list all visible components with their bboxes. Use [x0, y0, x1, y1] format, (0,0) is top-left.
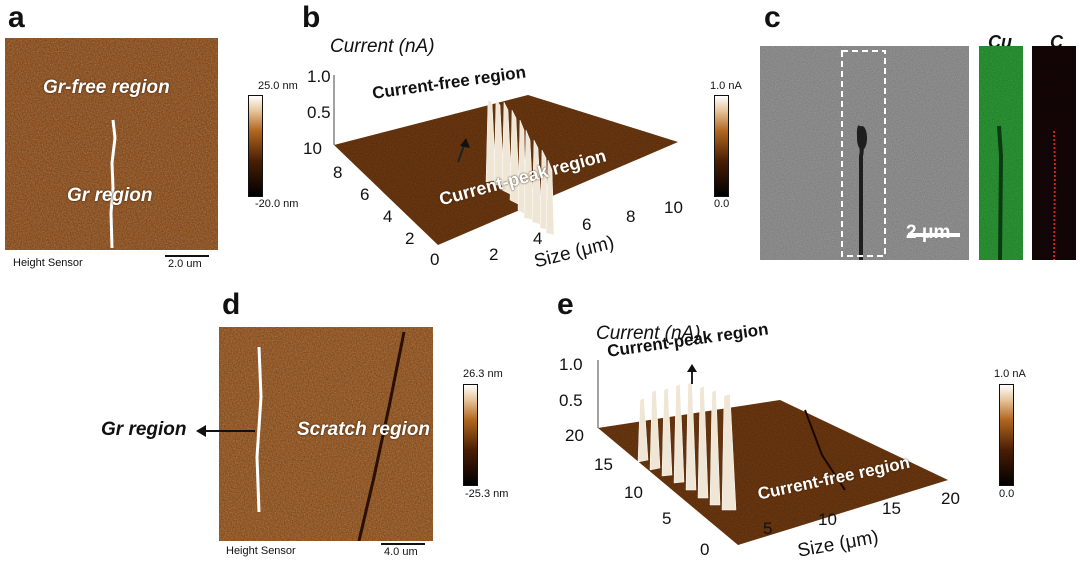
y-tick: 15	[594, 455, 613, 474]
colorbar	[248, 95, 263, 197]
y-tick: 4	[383, 207, 393, 226]
x-tick: 10	[818, 510, 837, 529]
scalebar-label: 4.0 um	[384, 546, 418, 558]
colorbar-max: 25.0 nm	[258, 80, 298, 92]
scalebar-label: 2.0 um	[168, 258, 202, 270]
z-tick-05: 0.5	[559, 391, 583, 410]
y-tick: 8	[333, 163, 343, 182]
x-tick: 6	[582, 215, 592, 234]
sem-scalebar-label: 2 μm	[906, 222, 951, 243]
panel-d-afm-image	[219, 327, 433, 541]
panel-b-label: b	[302, 1, 321, 34]
panel-a-label: a	[8, 1, 25, 34]
scratch-region-label: Scratch region	[297, 419, 431, 440]
cu-eds-map	[979, 46, 1023, 260]
x-tick: 2	[489, 245, 499, 264]
colorbar-min: -20.0 nm	[255, 198, 299, 210]
panel-a-afm-image	[5, 38, 218, 250]
colorbar	[714, 95, 729, 197]
gr-free-region-label: Gr-free region	[43, 77, 170, 98]
y-tick: 10	[303, 139, 322, 158]
colorbar-max: 1.0 nA	[710, 80, 742, 92]
x-tick: 5	[763, 519, 773, 538]
z-axis-title: Current (nA)	[330, 36, 435, 57]
scalebar-line	[381, 543, 425, 545]
z-tick-1: 1.0	[559, 355, 583, 374]
colorbar-max: 1.0 nA	[994, 368, 1026, 380]
x-tick: 4	[533, 229, 543, 248]
colorbar-max: 26.3 nm	[463, 368, 503, 380]
y-tick: 5	[662, 509, 672, 528]
x-tick: 10	[664, 198, 683, 217]
x-tick: 8	[626, 207, 636, 226]
y-tick: 20	[565, 426, 584, 445]
height-sensor-label: Height Sensor	[13, 257, 83, 269]
x-tick: 20	[941, 489, 960, 508]
gr-region-arrow	[205, 430, 255, 432]
y-tick: 6	[360, 185, 370, 204]
y-tick: 10	[624, 483, 643, 502]
x-tick: 0	[700, 540, 710, 559]
panel-b-3d-plot	[333, 75, 678, 245]
panel-c-label: c	[764, 1, 781, 34]
colorbar-min: 0.0	[999, 488, 1015, 500]
colorbar-min: -25.3 nm	[465, 488, 509, 500]
x-tick: 0	[430, 250, 440, 269]
z-axis-title: Current (nA)	[596, 323, 701, 344]
gr-region-label: Gr region	[67, 185, 153, 206]
panel-e-label: e	[557, 288, 574, 321]
panel-d-label: d	[222, 288, 241, 321]
sem-image	[760, 46, 969, 260]
gr-region-label: Gr region	[101, 419, 187, 440]
y-tick: 2	[405, 229, 415, 248]
height-sensor-label: Height Sensor	[226, 545, 296, 557]
colorbar	[999, 384, 1014, 486]
arrow-head-icon	[196, 425, 206, 437]
x-tick: 15	[882, 499, 901, 518]
panel-e-3d-plot	[597, 360, 948, 545]
z-tick-1: 1.0	[307, 67, 331, 86]
scalebar-line	[165, 255, 209, 257]
colorbar	[463, 384, 478, 486]
colorbar-min: 0.0	[714, 198, 730, 210]
z-tick-05: 0.5	[307, 103, 331, 122]
c-eds-map	[1032, 46, 1076, 260]
